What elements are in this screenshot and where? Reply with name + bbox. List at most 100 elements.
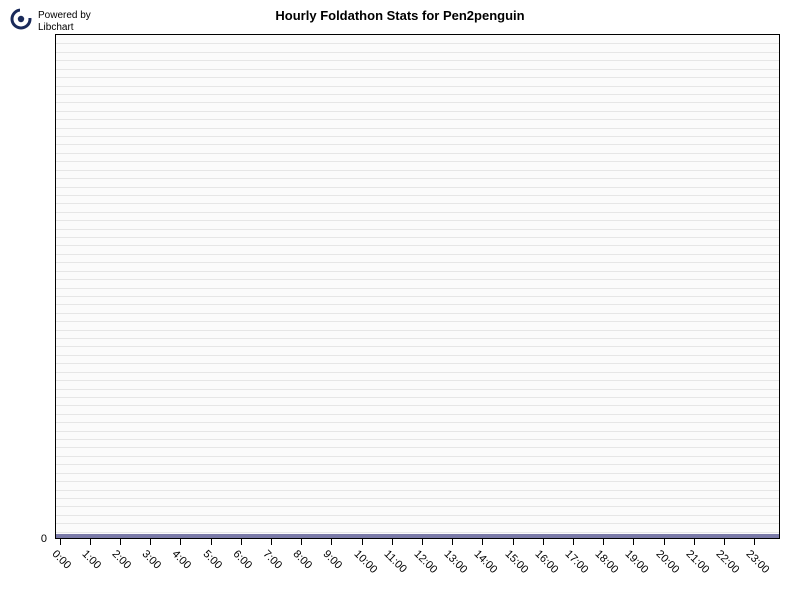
x-axis-tick — [150, 539, 151, 545]
x-axis-tick-label: 10:00 — [351, 548, 379, 576]
chart-title: Hourly Foldathon Stats for Pen2penguin — [0, 8, 800, 23]
chart-gridline — [56, 170, 779, 171]
x-axis-tick-label: 7:00 — [260, 548, 284, 572]
chart-gridline — [56, 144, 779, 145]
chart-gridline — [56, 439, 779, 440]
chart-gridline — [56, 262, 779, 263]
chart-gridline — [56, 506, 779, 507]
chart-gridline — [56, 515, 779, 516]
chart-gridline — [56, 237, 779, 238]
x-axis-tick-label: 4:00 — [170, 548, 194, 572]
x-axis-tick — [271, 539, 272, 545]
chart-gridline — [56, 372, 779, 373]
x-axis-tick-label: 9:00 — [321, 548, 345, 572]
chart-gridline — [56, 523, 779, 524]
x-axis-tick — [120, 539, 121, 545]
chart-gridline — [56, 195, 779, 196]
x-axis-tick — [543, 539, 544, 545]
x-axis-tick-label: 5:00 — [200, 548, 224, 572]
chart-gridline — [56, 187, 779, 188]
chart-gridline — [56, 212, 779, 213]
chart-gridline — [56, 473, 779, 474]
chart-gridline — [56, 431, 779, 432]
y-axis-tick-label: 0 — [0, 533, 47, 545]
chart-gridline — [56, 86, 779, 87]
x-axis-tick-label: 17:00 — [563, 548, 591, 576]
x-axis-tick-label: 8:00 — [291, 548, 315, 572]
chart-gridline — [56, 153, 779, 154]
chart-gridline — [56, 128, 779, 129]
x-axis-tick-label: 15:00 — [502, 548, 530, 576]
chart-gridline — [56, 254, 779, 255]
chart-gridline — [56, 532, 779, 533]
x-axis-tick — [241, 539, 242, 545]
chart-gridline — [56, 464, 779, 465]
x-axis-tick — [452, 539, 453, 545]
chart-gridline — [56, 52, 779, 53]
chart-gridline — [56, 288, 779, 289]
x-axis-tick — [211, 539, 212, 545]
x-axis-tick-label: 12:00 — [412, 548, 440, 576]
chart-gridline — [56, 405, 779, 406]
x-axis-tick-label: 19:00 — [623, 548, 651, 576]
x-axis-tick — [754, 539, 755, 545]
x-axis-tick-label: 6:00 — [230, 548, 254, 572]
x-axis-tick — [724, 539, 725, 545]
chart-gridline — [56, 346, 779, 347]
x-axis-tick — [362, 539, 363, 545]
x-axis-tick — [60, 539, 61, 545]
chart-gridline — [56, 220, 779, 221]
chart-gridline — [56, 60, 779, 61]
x-axis-tick — [301, 539, 302, 545]
chart-gridline — [56, 229, 779, 230]
chart-gridline — [56, 203, 779, 204]
chart-gridline — [56, 304, 779, 305]
chart-gridline — [56, 422, 779, 423]
x-axis-tick — [180, 539, 181, 545]
chart-gridline — [56, 69, 779, 70]
x-axis-tick-label: 16:00 — [532, 548, 560, 576]
chart-gridline — [56, 161, 779, 162]
chart-gridline — [56, 271, 779, 272]
x-axis-tick — [482, 539, 483, 545]
x-axis-tick — [392, 539, 393, 545]
chart-gridline — [56, 313, 779, 314]
x-axis-tick — [513, 539, 514, 545]
x-axis-tick-label: 2:00 — [109, 548, 133, 572]
chart-gridline — [56, 338, 779, 339]
x-axis-tick-label: 23:00 — [744, 548, 772, 576]
x-axis-tick-label: 21:00 — [683, 548, 711, 576]
x-axis-tick-label: 0:00 — [49, 548, 73, 572]
chart-gridline — [56, 279, 779, 280]
chart-gridline — [56, 136, 779, 137]
x-axis-tick-label: 3:00 — [140, 548, 164, 572]
x-axis-tick — [90, 539, 91, 545]
chart-gridline — [56, 490, 779, 491]
chart-gridline — [56, 389, 779, 390]
x-axis-tick-label: 22:00 — [714, 548, 742, 576]
chart-gridline — [56, 94, 779, 95]
chart-gridline — [56, 296, 779, 297]
x-axis-tick — [331, 539, 332, 545]
chart-gridline — [56, 397, 779, 398]
chart-gridline — [56, 355, 779, 356]
chart-gridline — [56, 363, 779, 364]
chart-gridline — [56, 456, 779, 457]
chart-gridline — [56, 111, 779, 112]
x-axis-tick-label: 14:00 — [472, 548, 500, 576]
x-axis-tick-label: 11:00 — [381, 548, 408, 575]
x-axis-tick — [664, 539, 665, 545]
x-axis-tick — [422, 539, 423, 545]
x-axis-tick — [603, 539, 604, 545]
x-axis-tick — [694, 539, 695, 545]
x-axis-tick-label: 13:00 — [442, 548, 470, 576]
chart-gridline — [56, 245, 779, 246]
chart-gridline — [56, 447, 779, 448]
chart-gridline — [56, 119, 779, 120]
chart-gridline — [56, 481, 779, 482]
chart-container: Powered by Libchart Hourly Foldathon Sta… — [0, 0, 800, 600]
chart-gridline — [56, 43, 779, 44]
chart-gridline — [56, 321, 779, 322]
x-axis-tick — [633, 539, 634, 545]
chart-gridline — [56, 414, 779, 415]
